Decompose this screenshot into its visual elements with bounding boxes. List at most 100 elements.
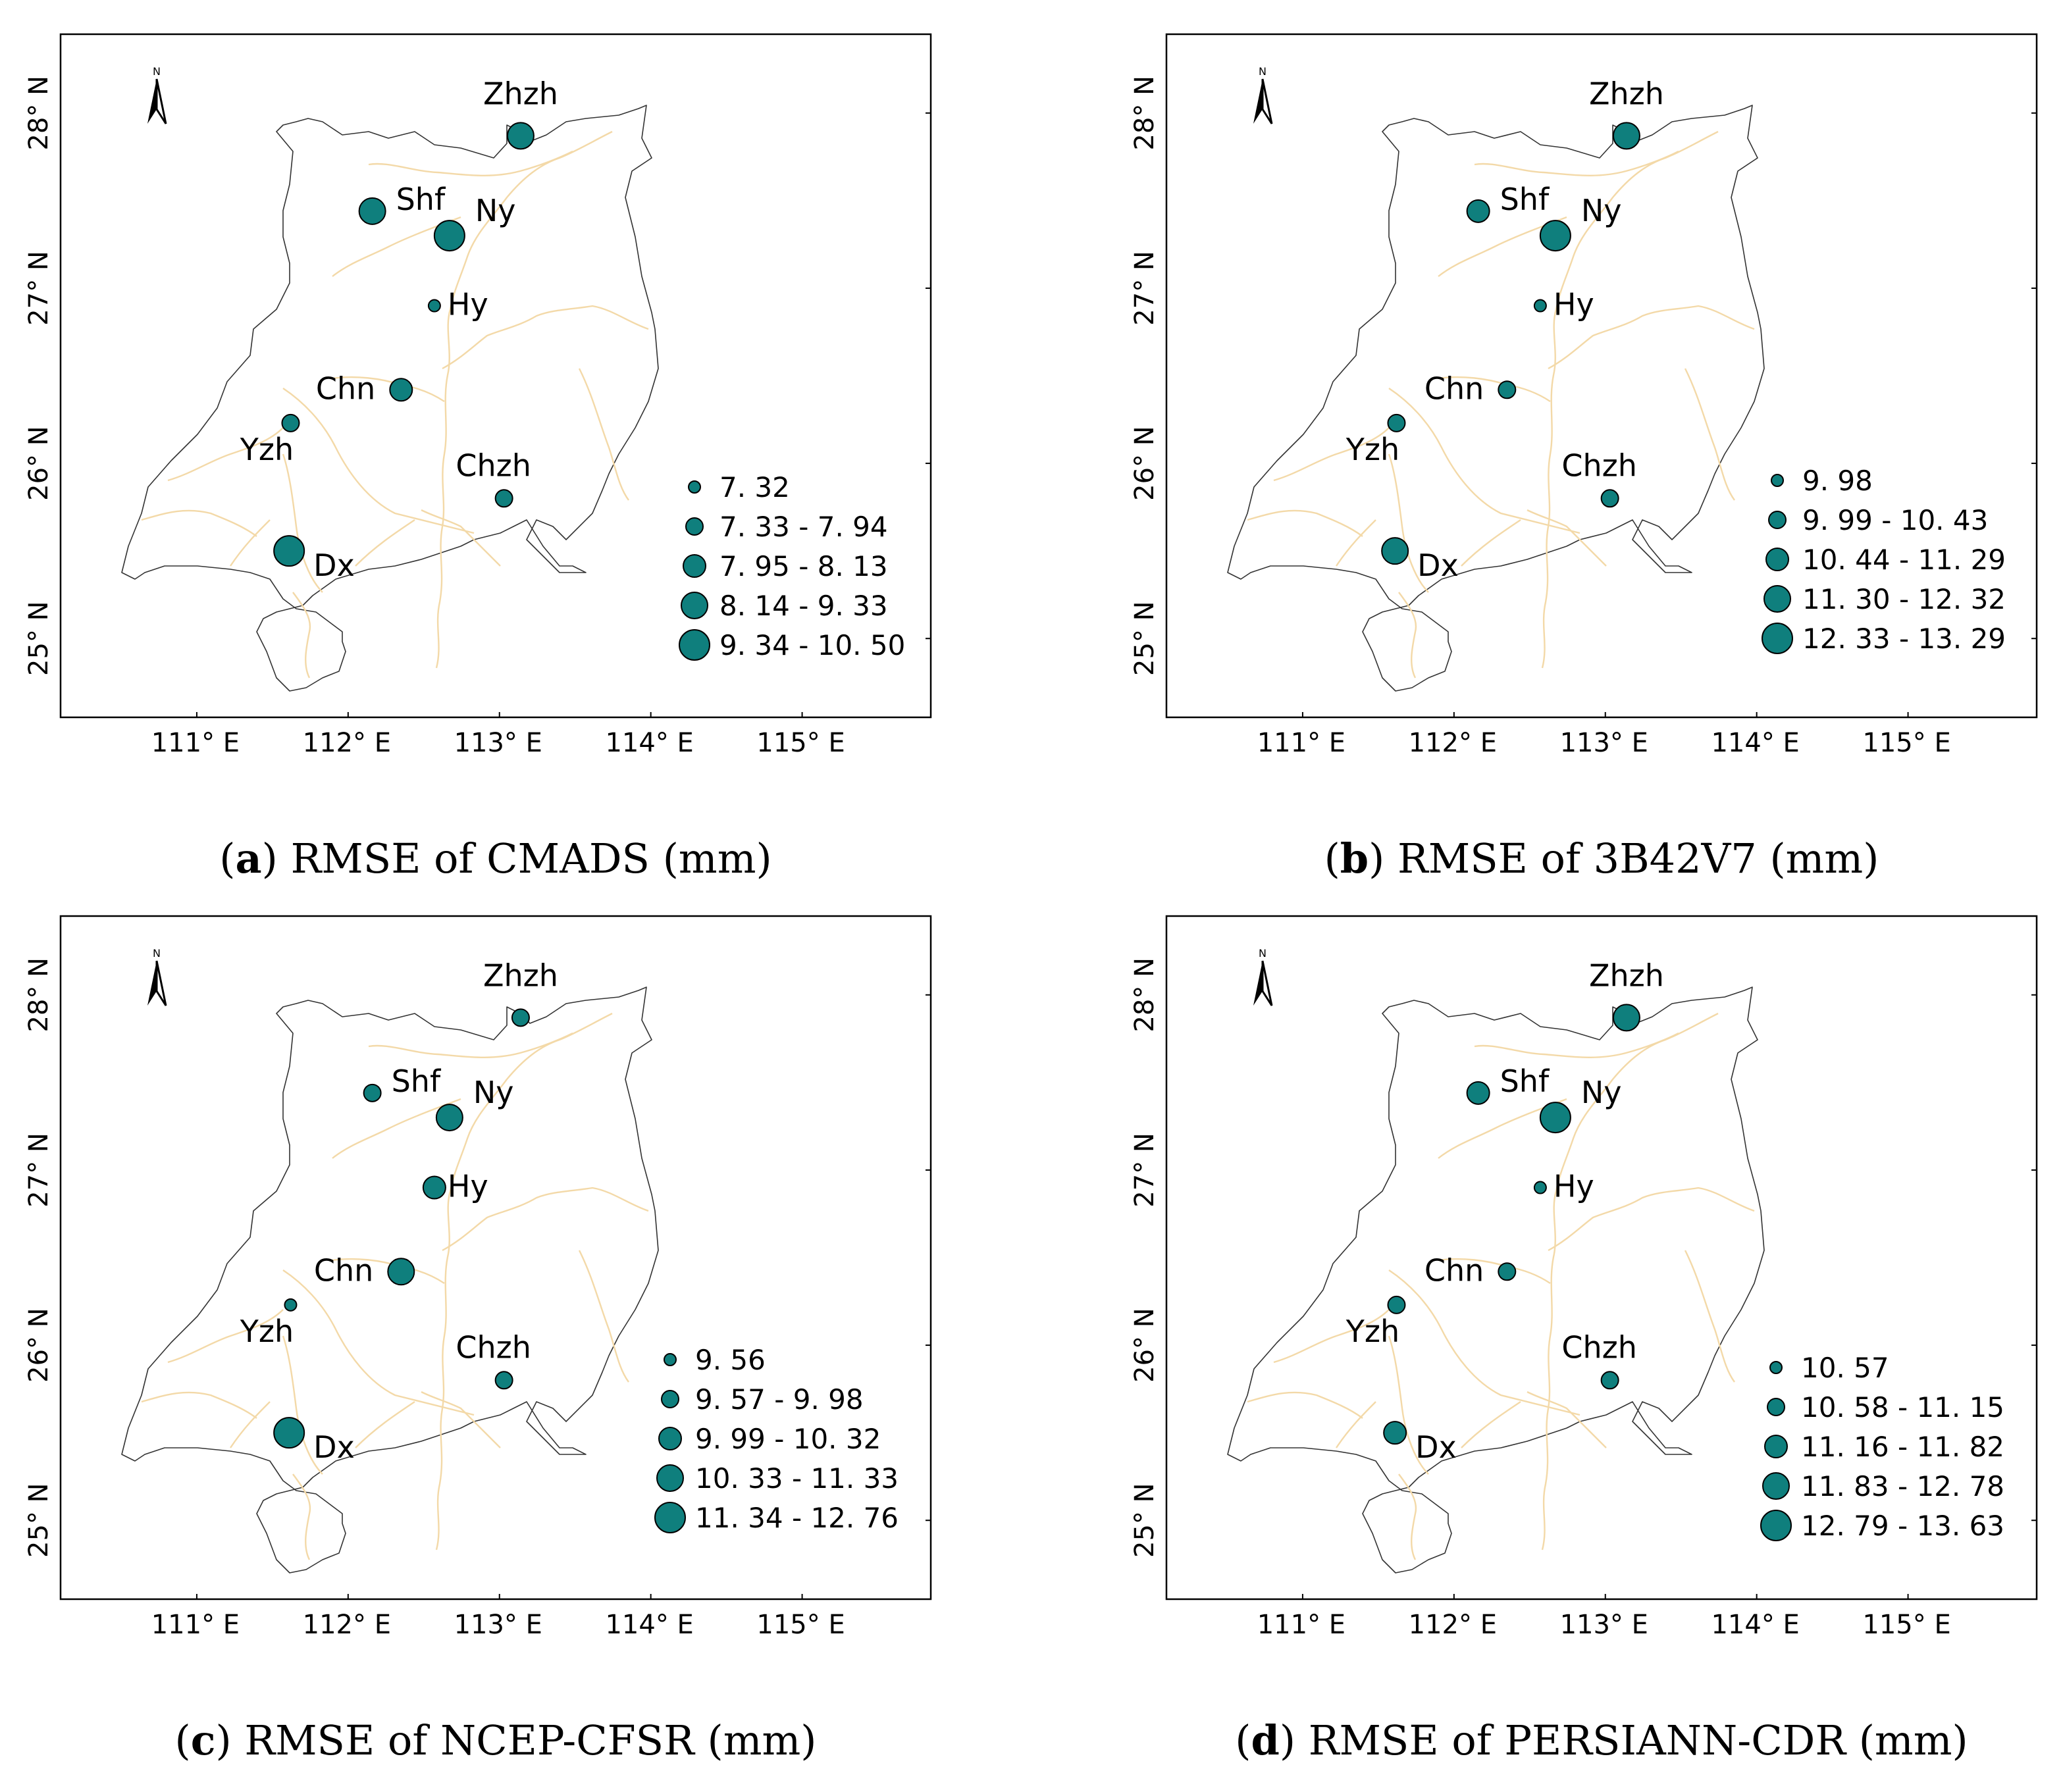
legend-item-label: 10. 33 - 11. 33 bbox=[695, 1462, 899, 1495]
station-label-chzh: Chzh bbox=[1561, 1329, 1637, 1365]
lon-tick-label: 114° E bbox=[605, 728, 693, 758]
station-label-ny: Ny bbox=[475, 193, 516, 228]
legend-item-label: 9. 56 bbox=[695, 1344, 766, 1376]
legend-symbol bbox=[1767, 1398, 1785, 1416]
lon-tick-label: 111° E bbox=[1257, 728, 1345, 758]
panel-caption: (d) RMSE of PERSIANN-CDR (mm) bbox=[1235, 1716, 1968, 1764]
station-label-chzh: Chzh bbox=[456, 1329, 531, 1365]
station-marker-yzh bbox=[1387, 1295, 1406, 1314]
river-line bbox=[578, 1250, 629, 1383]
station-marker-zhzh bbox=[1612, 1004, 1640, 1032]
lat-tick-label: 28° N bbox=[1130, 958, 1160, 1033]
station-label-shf: Shf bbox=[392, 1063, 442, 1099]
station-marker-ny bbox=[1539, 220, 1571, 252]
station-marker-hy bbox=[1533, 299, 1547, 313]
north-label: N bbox=[153, 947, 161, 960]
station-label-ny: Ny bbox=[473, 1075, 514, 1110]
station-marker-yzh bbox=[284, 1298, 298, 1312]
river-line bbox=[1461, 1401, 1521, 1448]
legend-symbol bbox=[1764, 1435, 1788, 1458]
lat-tick-label: 28° N bbox=[24, 76, 54, 151]
legend: 10. 57 10. 58 - 11. 15 11. 16 - 11. 82 11. … bbox=[1760, 1352, 2004, 1542]
station-layer: Zhzh Shf Ny Hy Chn Yzh Chzh Dx bbox=[240, 76, 558, 583]
river-line bbox=[1527, 1391, 1607, 1448]
lon-tick-label: 115° E bbox=[1862, 728, 1950, 758]
caption-letter: c bbox=[191, 1716, 216, 1764]
legend-symbol bbox=[683, 554, 706, 578]
river-line bbox=[1388, 1335, 1429, 1475]
station-marker-chzh bbox=[1600, 489, 1619, 508]
river-line bbox=[1273, 427, 1390, 482]
basin-map bbox=[121, 986, 659, 1574]
river-line bbox=[282, 1269, 475, 1416]
legend-symbol bbox=[1760, 1510, 1792, 1541]
legend-item-label: 7. 95 - 8. 13 bbox=[719, 550, 888, 582]
caption-letter: a bbox=[235, 834, 261, 883]
river-line bbox=[421, 1391, 501, 1448]
lon-tick-label: 115° E bbox=[756, 1610, 845, 1640]
legend-symbol bbox=[1762, 623, 1793, 654]
station-marker-chn bbox=[389, 378, 413, 402]
lon-tick-label: 112° E bbox=[303, 1610, 391, 1640]
river-line bbox=[1684, 368, 1735, 501]
station-label-yzh: Yzh bbox=[240, 432, 294, 467]
legend-symbol bbox=[1771, 474, 1784, 487]
legend-item-label: 9. 99 - 10. 43 bbox=[1802, 504, 1988, 536]
station-marker-chn bbox=[1498, 1262, 1517, 1281]
legend-item-label: 10. 58 - 11. 15 bbox=[1801, 1391, 2004, 1423]
legend-symbol bbox=[688, 480, 701, 494]
river-line bbox=[1527, 509, 1607, 567]
river-line bbox=[1398, 592, 1417, 678]
river-line bbox=[167, 1309, 284, 1364]
station-label-ny: Ny bbox=[1581, 193, 1622, 228]
river-line bbox=[1247, 509, 1363, 537]
lon-tick-label: 114° E bbox=[1711, 1610, 1799, 1640]
lat-tick-label: 26° N bbox=[24, 426, 54, 501]
station-label-hy: Hy bbox=[448, 1169, 488, 1204]
station-label-zhzh: Zhzh bbox=[1589, 958, 1664, 993]
station-label-chn: Chn bbox=[316, 371, 375, 406]
lat-tick-label: 26° N bbox=[1130, 1308, 1160, 1383]
station-marker-chzh bbox=[494, 489, 513, 508]
river-line bbox=[1388, 453, 1429, 593]
legend-item-label: 8. 14 - 9. 33 bbox=[719, 590, 888, 622]
station-label-yzh: Yzh bbox=[240, 1314, 294, 1349]
station-marker-yzh bbox=[1387, 413, 1406, 432]
caption-letter: d bbox=[1251, 1716, 1280, 1764]
north-arrow-icon bbox=[147, 961, 157, 1006]
north-arrow-icon bbox=[147, 79, 157, 124]
station-marker-dx bbox=[1381, 537, 1409, 565]
river-line bbox=[1388, 388, 1580, 534]
station-label-dx: Dx bbox=[1415, 1429, 1457, 1465]
river-line bbox=[1398, 1473, 1417, 1560]
lon-tick-label: 112° E bbox=[1409, 1610, 1497, 1640]
station-label-shf: Shf bbox=[1500, 1063, 1550, 1099]
station-label-dx: Dx bbox=[313, 548, 355, 583]
legend-symbol bbox=[685, 517, 704, 536]
station-layer: Zhzh Shf Ny Hy Chn Yzh Chzh Dx bbox=[240, 958, 558, 1465]
lat-tick-label: 25° N bbox=[24, 1483, 54, 1558]
station-label-dx: Dx bbox=[313, 1429, 355, 1465]
legend-symbol bbox=[679, 629, 710, 661]
panel-caption: (a) RMSE of CMADS (mm) bbox=[219, 834, 771, 883]
river-line bbox=[368, 150, 573, 176]
lat-tick-label: 27° N bbox=[1130, 251, 1160, 326]
lat-tick-label: 26° N bbox=[1130, 426, 1160, 501]
lat-tick-label: 28° N bbox=[1130, 76, 1160, 151]
lon-tick-label: 112° E bbox=[1409, 728, 1497, 758]
river-line bbox=[282, 1335, 323, 1475]
station-label-ny: Ny bbox=[1581, 1075, 1622, 1110]
station-label-zhzh: Zhzh bbox=[1589, 76, 1664, 111]
legend-item-label: 9. 57 - 9. 98 bbox=[695, 1383, 864, 1416]
legend-item-label: 12. 33 - 13. 29 bbox=[1802, 623, 2006, 655]
legend-item-label: 7. 32 bbox=[719, 471, 790, 503]
river-line bbox=[355, 519, 415, 567]
lon-tick-label: 113° E bbox=[454, 1610, 542, 1640]
station-marker-shf bbox=[358, 197, 386, 225]
legend-item-label: 11. 34 - 12. 76 bbox=[695, 1502, 899, 1534]
station-marker-dx bbox=[273, 1417, 305, 1449]
basin-boundary bbox=[1227, 986, 1765, 1574]
north-arrow-icon bbox=[1253, 961, 1263, 1006]
station-marker-zhzh bbox=[511, 1008, 530, 1027]
north-arrow-outline bbox=[1261, 960, 1273, 1006]
